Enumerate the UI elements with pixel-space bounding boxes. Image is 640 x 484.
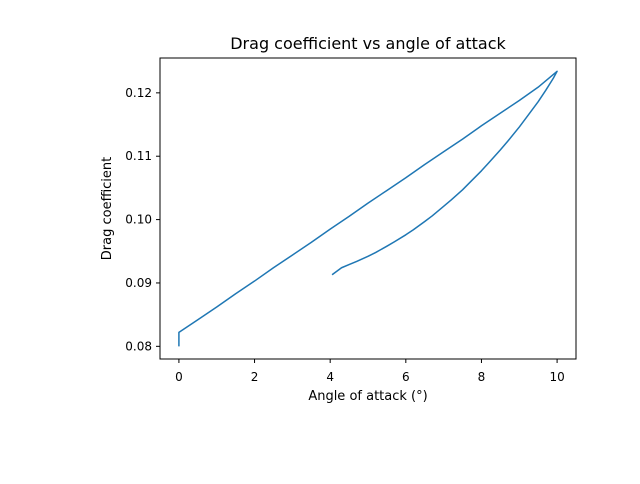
- y-tick-label: 0.09: [125, 276, 152, 290]
- y-tick-label: 0.08: [125, 339, 152, 353]
- x-tick-label: 4: [326, 370, 334, 384]
- y-tick-label: 0.10: [125, 213, 152, 227]
- y-axis-label: Drag coefficient: [100, 157, 115, 260]
- x-axis-label: Angle of attack (°): [308, 389, 427, 404]
- axes-frame: [159, 57, 577, 360]
- series-line-0: [178, 70, 558, 347]
- x-tick-label: 8: [478, 370, 486, 384]
- x-tick-label: 10: [549, 370, 564, 384]
- x-tick-label: 2: [251, 370, 259, 384]
- x-tick-label: 0: [175, 370, 183, 384]
- x-axis-ticks: 0 2 4 6 8 10: [175, 359, 565, 384]
- y-tick-label: 0.12: [125, 86, 152, 100]
- y-tick-label: 0.11: [125, 149, 152, 163]
- chart-title: Drag coefficient vs angle of attack: [230, 34, 506, 53]
- plot-area: [178, 70, 558, 347]
- x-tick-label: 6: [402, 370, 410, 384]
- y-axis-ticks: 0.08 0.09 0.10 0.11 0.12: [125, 86, 160, 353]
